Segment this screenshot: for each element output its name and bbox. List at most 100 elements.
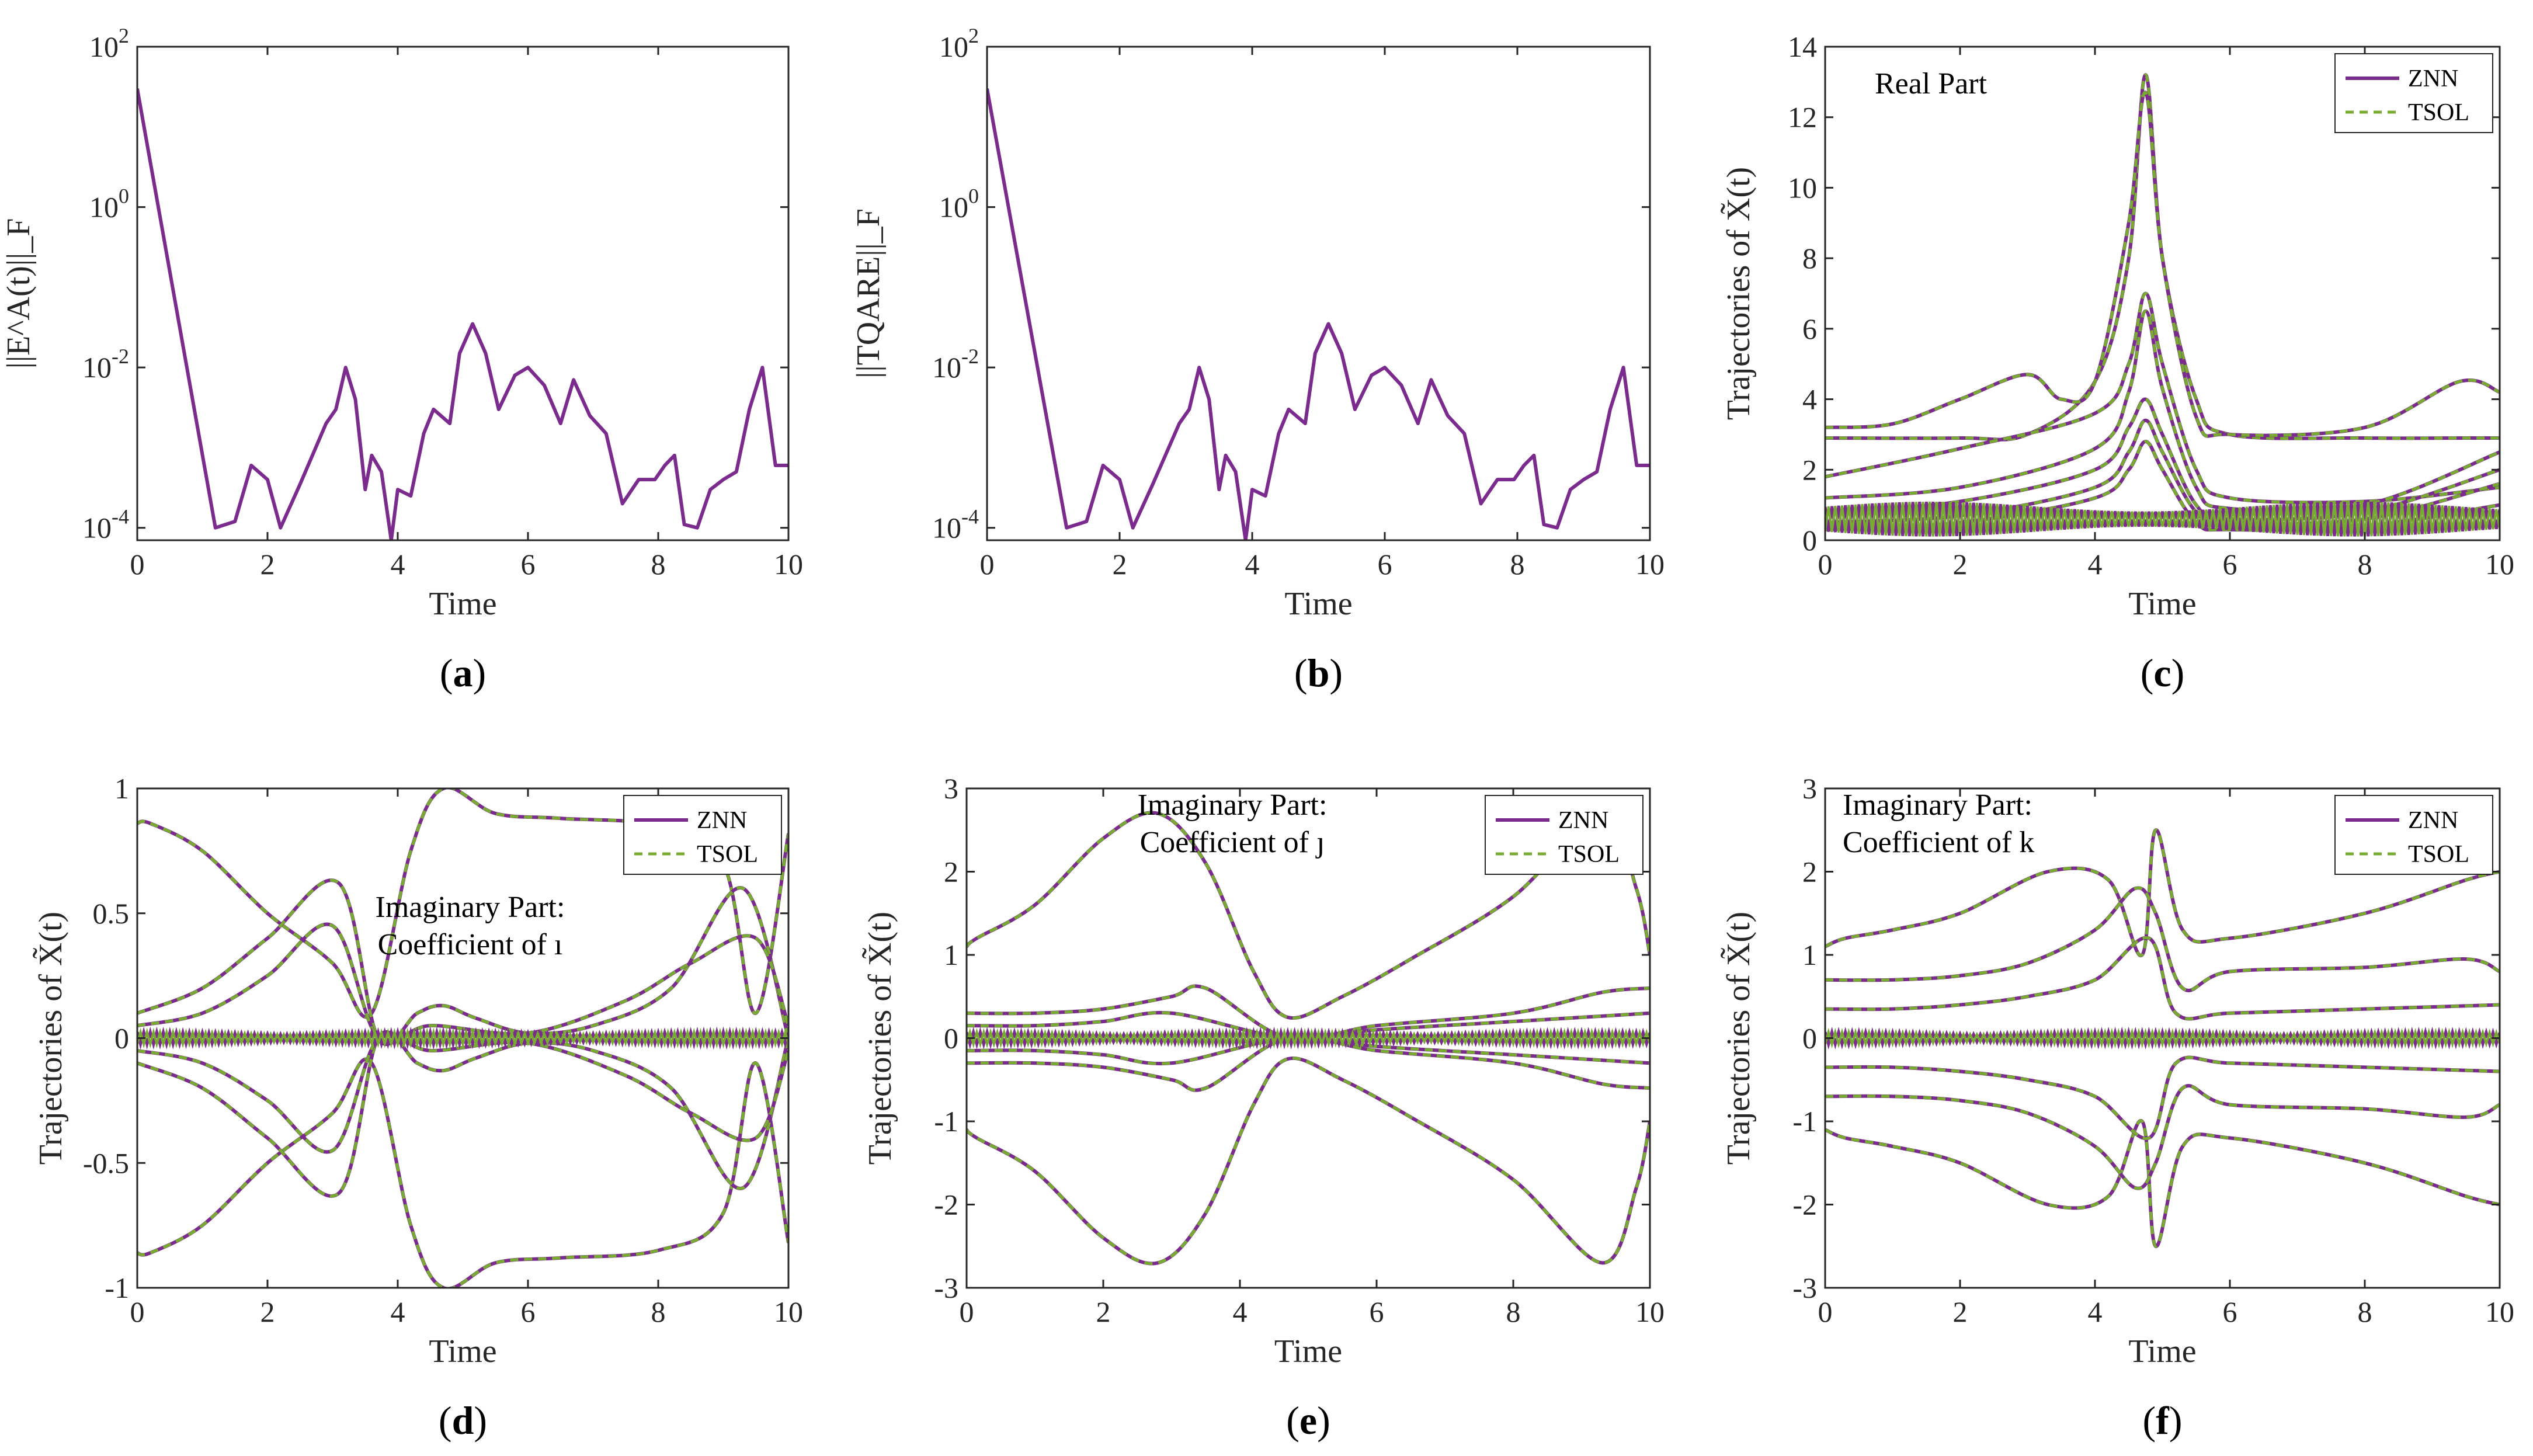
x-tick-label: 4 [1245, 548, 1260, 581]
y-axis-label: ||E^A(t)||_F [1, 218, 37, 369]
y-tick-label: 3 [1802, 772, 1817, 805]
y-tick-label: -1 [105, 1271, 129, 1304]
series-line-znn-4 [1825, 397, 2500, 522]
y-tick-exponent: -2 [961, 345, 979, 368]
axes-frame [136, 46, 790, 541]
legend-box [1485, 795, 1644, 875]
panel-label-letter: d [452, 1398, 474, 1443]
y-tick-base: 10 [82, 512, 112, 544]
series-line-tsol-3 [1825, 1084, 2500, 1190]
legend-box [2334, 795, 2493, 875]
panel-label-close: ) [473, 651, 487, 695]
y-tick-label: 10-2 [82, 345, 129, 384]
y-tick-label: 4 [1802, 383, 1817, 416]
y-tick-label: 8 [1802, 242, 1817, 274]
panel-label-open: ( [1294, 651, 1308, 695]
y-tick-label: 102 [939, 24, 979, 63]
series-line-tsol-1 [1825, 91, 2500, 438]
series-line-tsol-1 [1825, 1119, 2500, 1248]
y-tick-base: 10 [939, 191, 968, 224]
annotation-text: Imaginary Part: [1138, 788, 1328, 822]
x-tick-label: 10 [2485, 1295, 2514, 1328]
y-tick-label: 0 [1802, 1022, 1817, 1055]
x-tick-label: 2 [260, 548, 275, 581]
x-tick-label: 4 [2088, 548, 2103, 581]
plot-area [137, 88, 788, 540]
x-tick-label: 4 [391, 1295, 405, 1328]
x-tick-label: 8 [2358, 1295, 2372, 1328]
series-line-tsol-4 [137, 923, 788, 1045]
panel-label-open: ( [2143, 1398, 2156, 1443]
plot-area [1825, 828, 2500, 1248]
panel-label-close: ) [1329, 651, 1343, 695]
chart-panel-f: 0 2 4 6 8 10 -3 -2 -1 0 1 2 3 Time Trajectories of X̃(… [1720, 772, 2514, 1443]
oscillation-band-tsol [1825, 1027, 2500, 1049]
panel-label-close: ) [474, 1398, 487, 1443]
y-tick-label: 1 [944, 939, 958, 971]
chart-panel-c: 0 2 4 6 8 10 0 2 4 6 8 10 12 14 Time Trajectories of X̃… [1720, 30, 2514, 695]
y-tick-label: 10-2 [932, 345, 979, 384]
x-tick-label: 10 [1635, 548, 1665, 581]
series-line-tsol-2 [967, 984, 1650, 1041]
y-axis-label: Trajectories of X̃(t) [1720, 912, 1757, 1165]
series-line-znn-5 [137, 1031, 788, 1154]
chart-panel-e: 0 2 4 6 8 10 -3 -2 -1 0 1 2 3 Time Trajectories of X̃(… [861, 772, 1665, 1443]
panel-label-close: ) [1317, 1398, 1330, 1443]
x-tick-label: 0 [130, 548, 145, 581]
y-tick-label: -2 [934, 1189, 958, 1221]
x-tick-label: 10 [774, 1295, 803, 1328]
y-tick-base: 10 [932, 351, 961, 384]
legend-label-znn: ZNN [1558, 807, 1608, 834]
x-tick-label: 0 [130, 1295, 145, 1328]
y-tick-exponent: -4 [112, 505, 129, 529]
legend: ZNN TSOL [623, 795, 782, 875]
series-line-znn-0 [137, 88, 788, 540]
oscillation-band-tsol [967, 1027, 1650, 1049]
plot-area [1825, 73, 2500, 537]
y-tick-label: 10-4 [932, 505, 979, 544]
panel-label-letter: e [1299, 1398, 1317, 1443]
y-axis-label: Trajectories of X̃(t) [861, 912, 898, 1165]
legend-label-tsol: TSOL [697, 841, 758, 868]
x-tick-label: 2 [1096, 1295, 1111, 1328]
panel-label: (e) [1286, 1398, 1330, 1443]
y-axis-label: Trajectories of X̃(t) [32, 912, 69, 1165]
oscillation-band-tsol [137, 1027, 788, 1049]
legend-label-znn: ZNN [2408, 65, 2458, 92]
annotation-text: Coefficient of ı [378, 928, 563, 961]
y-axis-label: ||TQARE||_F [850, 209, 887, 378]
panel-label-letter: b [1308, 651, 1330, 695]
panel-label: (a) [440, 651, 486, 695]
panel-label-open: ( [1286, 1398, 1299, 1443]
series-line-tsol-4 [1825, 398, 2500, 522]
axes-frame [986, 46, 1651, 541]
x-axis-label: Time [2128, 1333, 2196, 1370]
y-tick-label: 10 [1788, 171, 1817, 204]
oscillation-band-tsol [1825, 502, 2500, 537]
x-axis-label: Time [429, 586, 496, 622]
y-tick-label: 14 [1788, 30, 1817, 63]
x-tick-label: 0 [960, 1295, 974, 1328]
x-tick-label: 10 [2485, 548, 2514, 581]
y-tick-label: 100 [939, 185, 979, 224]
panel-label-letter: a [453, 651, 473, 695]
x-tick-label: 6 [2223, 548, 2237, 581]
series-line-tsol-1 [967, 1057, 1650, 1265]
y-tick-label: 2 [1802, 856, 1817, 888]
y-tick-label: -1 [1792, 1105, 1817, 1138]
y-tick-exponent: 2 [119, 24, 129, 47]
series-line-tsol-2 [1825, 886, 2500, 992]
y-tick-exponent: -2 [112, 345, 129, 368]
legend: ZNN TSOL [2334, 53, 2493, 133]
legend-box [2334, 53, 2493, 133]
x-tick-label: 8 [1510, 548, 1525, 581]
y-tick-label: 1 [114, 772, 129, 805]
y-tick-label: 0 [944, 1022, 958, 1055]
x-tick-label: 4 [2088, 1295, 2103, 1328]
series-line-znn-1 [137, 1057, 788, 1288]
series-line-tsol-3 [137, 1030, 788, 1198]
series-line-znn-0 [987, 88, 1650, 540]
x-tick-label: 2 [1953, 548, 1968, 581]
panel-label-close: ) [2169, 1398, 2183, 1443]
